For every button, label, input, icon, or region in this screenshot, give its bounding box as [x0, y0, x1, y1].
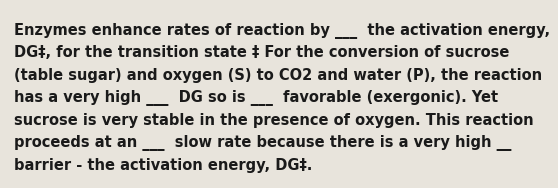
Text: DG‡, for the transition state ‡ For the conversion of sucrose: DG‡, for the transition state ‡ For the …: [14, 45, 509, 60]
Text: proceeds at an ___  slow rate because there is a very high __: proceeds at an ___ slow rate because the…: [14, 135, 511, 151]
Text: barrier - the activation energy, DG‡.: barrier - the activation energy, DG‡.: [14, 158, 312, 173]
Text: Enzymes enhance rates of reaction by ___  the activation energy,: Enzymes enhance rates of reaction by ___…: [14, 23, 550, 39]
Text: (table sugar) and oxygen (S) to CO2 and water (P), the reaction: (table sugar) and oxygen (S) to CO2 and …: [14, 67, 542, 83]
Text: has a very high ___  DG so is ___  favorable (exergonic). Yet: has a very high ___ DG so is ___ favorab…: [14, 90, 498, 106]
Text: sucrose is very stable in the presence of oxygen. This reaction: sucrose is very stable in the presence o…: [14, 113, 533, 128]
